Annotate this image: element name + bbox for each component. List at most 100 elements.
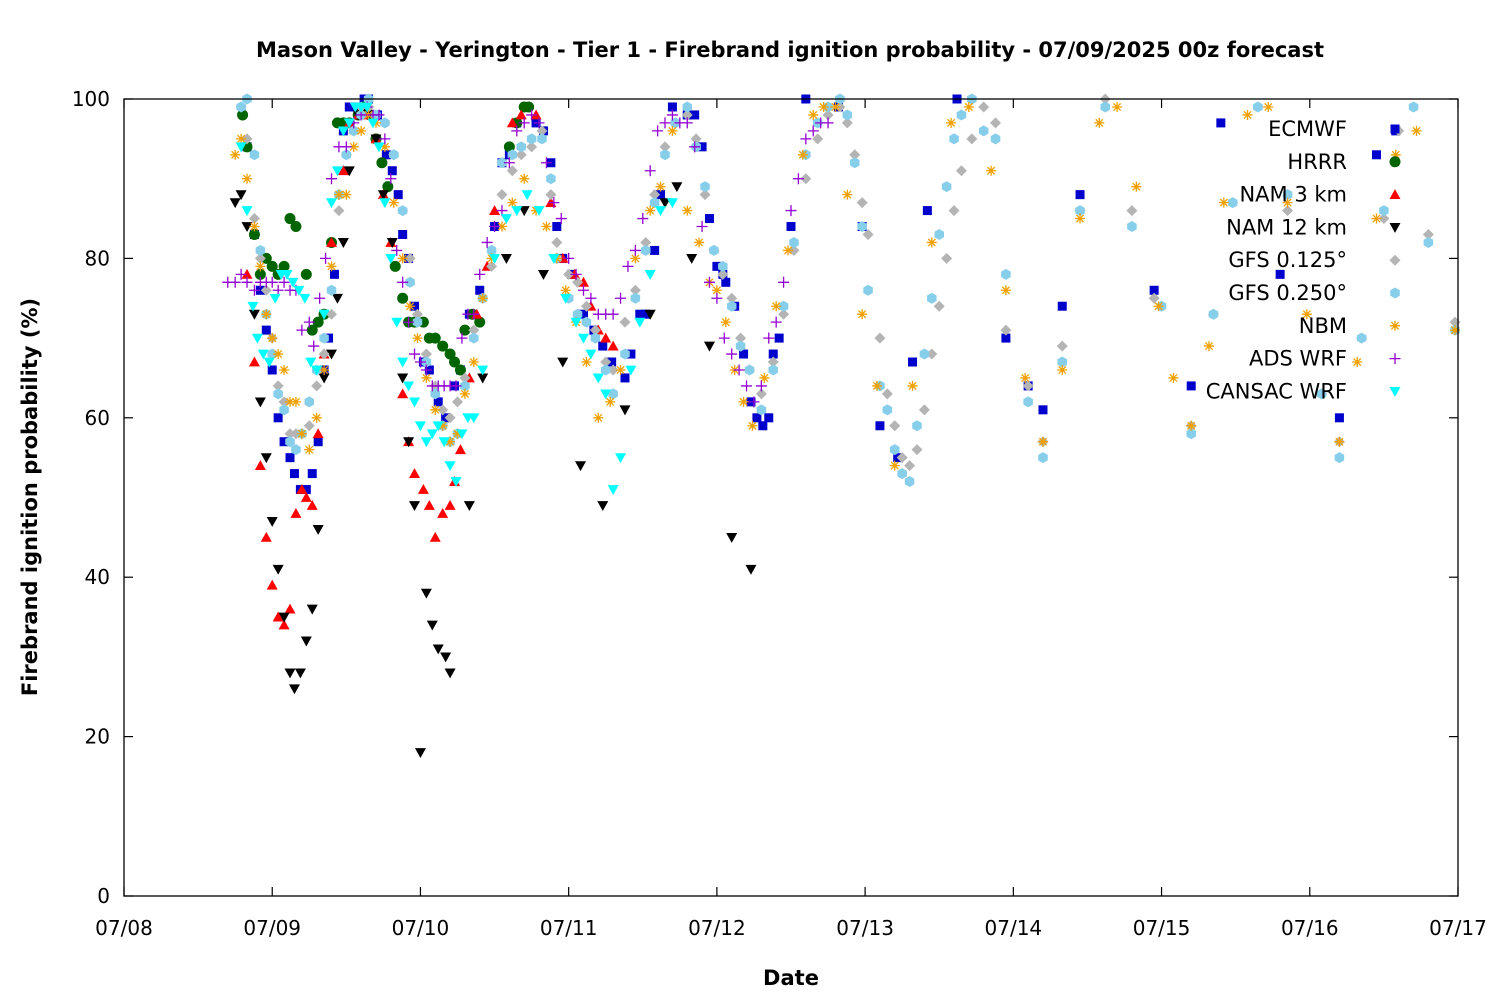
- data-point: [581, 357, 592, 368]
- data-point: [391, 244, 403, 256]
- data-point: [615, 364, 626, 375]
- data-point: [738, 396, 749, 407]
- data-point: [281, 269, 293, 280]
- data-point: [645, 205, 656, 216]
- data-point: [437, 404, 449, 416]
- data-point: [696, 221, 708, 233]
- data-point: [717, 268, 729, 280]
- data-point: [319, 364, 330, 375]
- data-point: [278, 612, 290, 623]
- data-point: [922, 206, 932, 216]
- data-point: [248, 309, 260, 320]
- data-point: [426, 620, 438, 631]
- data-point: [293, 285, 305, 296]
- data-point: [607, 340, 619, 351]
- data-point: [397, 292, 409, 304]
- data-point: [904, 460, 916, 472]
- data-point: [1149, 285, 1159, 295]
- data-point: [450, 380, 462, 392]
- data-point: [572, 276, 584, 288]
- data-point: [475, 285, 485, 295]
- data-point: [1334, 452, 1345, 464]
- data-point: [254, 252, 266, 264]
- data-point: [577, 333, 589, 344]
- data-point: [818, 101, 829, 112]
- x-tick-label: 07/17: [1429, 916, 1487, 940]
- data-point: [533, 206, 545, 217]
- data-point: [409, 397, 421, 408]
- data-point: [299, 293, 311, 304]
- data-point: [748, 396, 760, 408]
- data-point: [1100, 101, 1110, 113]
- data-point: [296, 324, 308, 336]
- data-point: [486, 244, 497, 256]
- data-point: [640, 244, 651, 256]
- data-point: [1186, 420, 1197, 431]
- data-point: [515, 109, 527, 120]
- data-point: [444, 412, 456, 424]
- data-point: [1352, 357, 1363, 368]
- data-point: [667, 125, 678, 136]
- data-point: [291, 444, 301, 456]
- data-point: [581, 316, 592, 328]
- data-point: [681, 109, 693, 121]
- data-point: [1203, 341, 1214, 352]
- data-point: [655, 181, 666, 192]
- data-point: [308, 340, 320, 352]
- data-point: [459, 372, 471, 384]
- data-point: [592, 373, 604, 384]
- data-point: [343, 118, 355, 129]
- data-point: [735, 340, 746, 352]
- y-axis-label: Firebrand ignition probability (%): [18, 298, 42, 696]
- data-point: [966, 133, 978, 145]
- data-point: [1023, 396, 1033, 408]
- data-point: [255, 244, 266, 256]
- legend-marker: [1389, 254, 1401, 266]
- data-point: [660, 149, 670, 161]
- data-point: [450, 477, 462, 488]
- data-point: [607, 357, 617, 367]
- data-point: [403, 381, 415, 392]
- data-point: [437, 507, 449, 518]
- data-point: [656, 190, 666, 200]
- data-point: [649, 189, 661, 201]
- data-point: [926, 237, 937, 248]
- data-point: [607, 308, 619, 320]
- data-point: [518, 117, 530, 129]
- data-point: [285, 396, 296, 407]
- data-point: [391, 317, 403, 328]
- data-point: [560, 285, 571, 296]
- data-point: [312, 428, 324, 439]
- data-point: [331, 166, 343, 177]
- data-point: [337, 126, 349, 137]
- data-point: [311, 365, 323, 376]
- data-point: [421, 372, 432, 383]
- data-point: [449, 356, 461, 368]
- data-point: [507, 197, 518, 208]
- data-point: [257, 349, 269, 360]
- data-point: [526, 141, 538, 153]
- data-point: [1423, 236, 1434, 248]
- data-point: [414, 356, 426, 368]
- data-point: [711, 292, 723, 304]
- data-point: [745, 564, 757, 575]
- data-point: [856, 197, 868, 209]
- x-tick-label: 07/16: [1281, 916, 1339, 940]
- data-point: [503, 157, 515, 169]
- data-point: [429, 332, 441, 344]
- data-point: [990, 117, 1002, 129]
- data-point: [955, 165, 967, 177]
- data-point: [279, 437, 289, 447]
- data-point: [1094, 117, 1105, 128]
- data-point: [260, 284, 272, 296]
- data-point: [314, 292, 326, 304]
- data-point: [800, 173, 812, 185]
- data-point: [747, 420, 758, 431]
- legend-item: HRRR: [1287, 150, 1401, 174]
- data-point: [778, 276, 790, 288]
- data-point: [489, 205, 501, 215]
- legend: ECMWF HRRR NAM 3 km NAM 12 km GFS 0.125° GFS …: [1206, 117, 1401, 403]
- legend-marker: [1389, 353, 1401, 365]
- data-point: [288, 684, 300, 695]
